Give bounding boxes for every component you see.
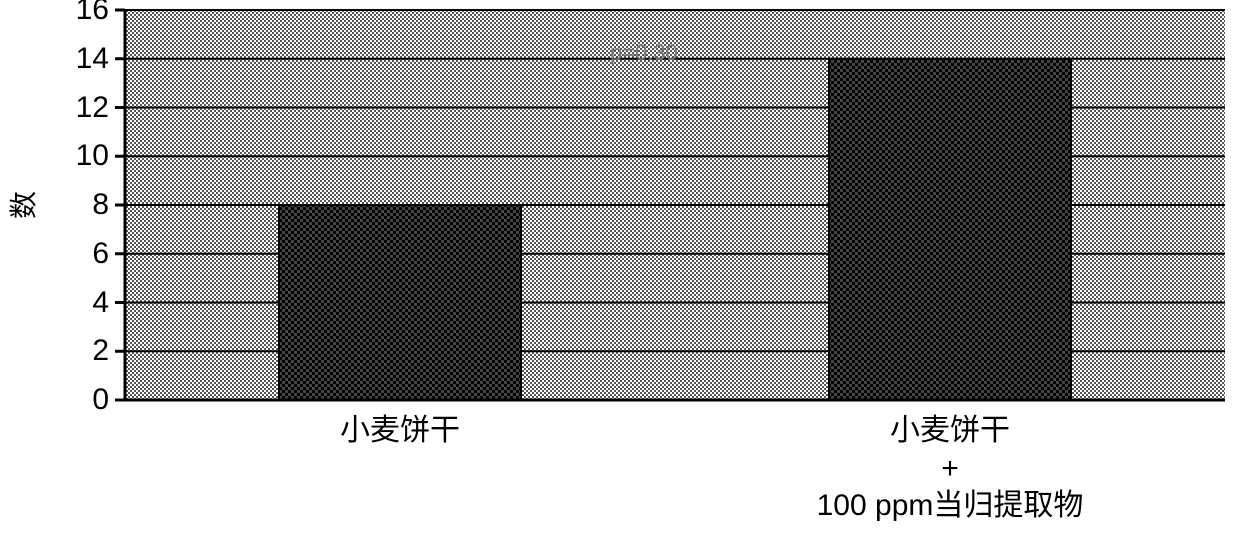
y-tick-label: 2 (92, 334, 109, 368)
y-tick-label: 14 (76, 42, 109, 76)
y-tick-label: 0 (92, 383, 109, 417)
y-tick-label: 6 (92, 237, 109, 271)
y-tick-label: 12 (76, 91, 109, 125)
y-tick-label: 16 (76, 0, 109, 27)
y-tick-label: 4 (92, 286, 109, 320)
x-category-label: 小麦饼干+100 ppm当归提取物 (750, 412, 1150, 525)
y-tick-label: 10 (76, 139, 109, 173)
y-axis-label: 数 (2, 191, 42, 219)
bar-chart: 数 p=0.30 0 2 4 6 8 10 12 14 16 小麦饼干 小麦饼干+100 ppm当… (0, 0, 1240, 547)
y-tick-label: 8 (92, 188, 109, 222)
bar (279, 205, 521, 400)
x-category-label: 小麦饼干 (200, 412, 600, 450)
p-value-annotation: p=0.30 (610, 40, 678, 66)
bar (829, 59, 1071, 400)
